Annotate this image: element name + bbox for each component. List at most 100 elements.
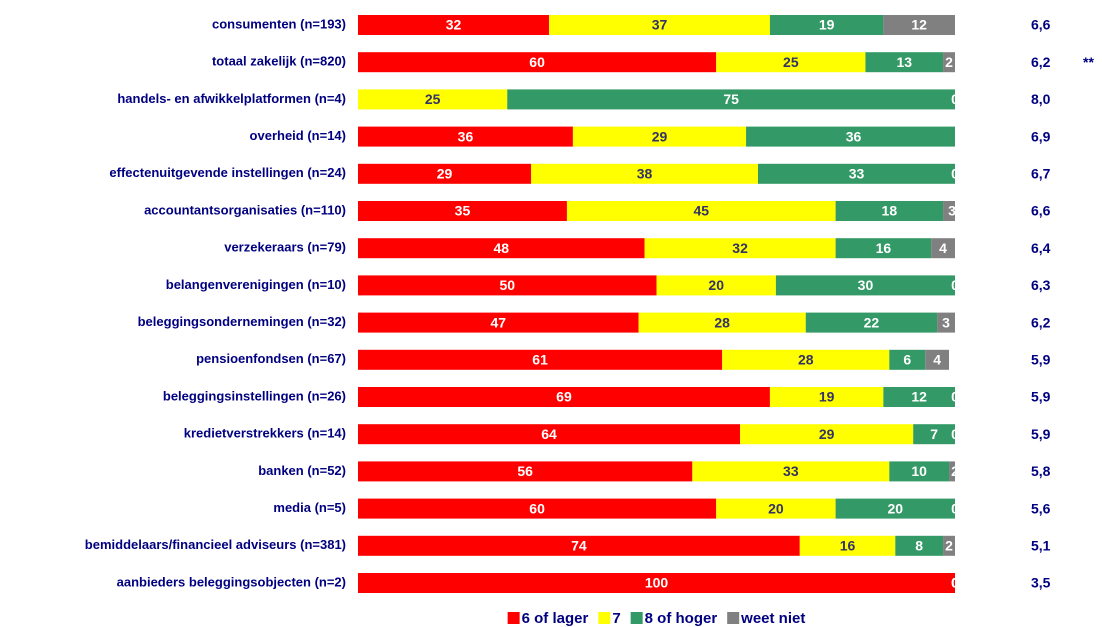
data-label: 50 — [499, 277, 515, 293]
category-label: effectenuitgevende instellingen (n=24) — [109, 165, 346, 180]
bar-segment — [769, 387, 884, 407]
plot-area: 3237191260251320257503629360293833035451… — [358, 15, 959, 593]
data-label: 45 — [693, 203, 709, 219]
score: 5,6 — [1031, 500, 1051, 516]
bar-segment — [716, 52, 866, 73]
data-label: 2 — [945, 54, 953, 70]
score: 6,2 — [1031, 314, 1051, 330]
data-label: 30 — [858, 277, 874, 293]
legend-label: 7 — [612, 610, 620, 627]
category-label: bemiddelaars/financieel adviseurs (n=381… — [85, 537, 346, 552]
data-label: 16 — [840, 538, 856, 554]
bar-segment — [943, 535, 955, 556]
bar-segment — [835, 201, 944, 221]
score: 6,4 — [1031, 240, 1051, 256]
bar-segment — [895, 535, 944, 556]
category-label: belangenverenigingen (n=10) — [166, 277, 346, 292]
category-label: media (n=5) — [273, 500, 346, 515]
score: 6,6 — [1031, 203, 1051, 219]
category-label: totaal zakelijk (n=820) — [212, 54, 346, 69]
bar-segment — [358, 201, 567, 221]
bar-segment — [740, 424, 914, 445]
data-label: 32 — [446, 17, 462, 33]
score: 6,6 — [1031, 17, 1051, 33]
data-label: 0 — [951, 166, 959, 182]
bar-segment — [769, 15, 884, 35]
data-label: 60 — [529, 54, 545, 70]
data-label: 19 — [819, 17, 835, 33]
data-label: 35 — [455, 203, 471, 219]
data-label: 69 — [556, 389, 572, 405]
score: 6,9 — [1031, 128, 1051, 144]
score: 6,3 — [1031, 277, 1051, 293]
category-label: banken (n=52) — [258, 463, 346, 478]
bar-segment — [358, 89, 508, 110]
data-label: 0 — [951, 389, 959, 405]
bar-segment — [799, 535, 896, 556]
bar-segment — [638, 312, 806, 333]
score: 5,9 — [1031, 352, 1051, 368]
bar-segment — [358, 387, 770, 407]
data-label: 28 — [714, 314, 730, 330]
data-label: 0 — [951, 575, 959, 591]
score: 5,1 — [1031, 538, 1051, 554]
category-label: overheid (n=14) — [250, 128, 346, 143]
data-label: 25 — [783, 54, 799, 70]
bar-segment — [889, 349, 926, 370]
data-label: 0 — [951, 277, 959, 293]
score: 5,9 — [1031, 426, 1051, 442]
data-label: 29 — [819, 426, 835, 442]
bar-segment — [883, 15, 955, 35]
category-label: pensioenfondsen (n=67) — [196, 351, 346, 366]
data-label: 0 — [951, 575, 959, 591]
bar-segment — [358, 312, 639, 333]
category-label: aanbieders beleggingsobjecten (n=2) — [117, 574, 346, 589]
data-label: 33 — [783, 463, 799, 479]
data-label: 6 — [903, 352, 911, 368]
data-label: 48 — [493, 240, 509, 256]
data-label: 13 — [896, 54, 912, 70]
data-label: 36 — [458, 128, 474, 144]
bar-segment — [775, 275, 955, 296]
bar-segment — [656, 275, 776, 296]
bar-segment — [358, 461, 693, 482]
bar-segment — [692, 461, 890, 482]
legend-label: 8 of hoger — [645, 610, 718, 627]
data-label: 16 — [876, 240, 892, 256]
data-label: 10 — [911, 463, 927, 479]
bar-segment — [358, 163, 532, 184]
bar-segment — [358, 535, 800, 556]
bar-segment — [358, 238, 645, 259]
data-label: 18 — [882, 203, 898, 219]
category-label: beleggingsinstellingen (n=26) — [163, 388, 346, 403]
bar-segment — [358, 126, 573, 147]
bar-segment — [925, 349, 950, 370]
bar-segment — [358, 275, 657, 296]
data-label: 36 — [846, 128, 862, 144]
data-label: 7 — [930, 426, 938, 442]
bar-segment — [949, 461, 955, 482]
bar-segment — [835, 238, 932, 259]
legend-label: weet niet — [740, 610, 805, 627]
bar-segment — [358, 424, 741, 445]
bar-segment — [644, 238, 836, 259]
bar-segment — [746, 126, 955, 147]
annotation: ** — [1083, 54, 1094, 70]
bar-segment — [549, 15, 770, 35]
data-label: 0 — [951, 575, 959, 591]
data-label: 56 — [517, 463, 533, 479]
category-label: beleggingsondernemingen (n=32) — [138, 314, 346, 329]
bar-segment — [722, 349, 890, 370]
data-label: 12 — [911, 389, 927, 405]
data-label: 19 — [819, 389, 835, 405]
data-label: 38 — [637, 166, 653, 182]
data-label: 25 — [425, 91, 441, 107]
data-label: 2 — [945, 538, 953, 554]
data-label: 100 — [645, 575, 669, 591]
bar-segment — [805, 312, 938, 333]
bar-segment — [931, 238, 955, 259]
data-label: 8 — [915, 538, 923, 554]
bar-segment — [566, 201, 836, 221]
bar-segment — [937, 312, 955, 333]
